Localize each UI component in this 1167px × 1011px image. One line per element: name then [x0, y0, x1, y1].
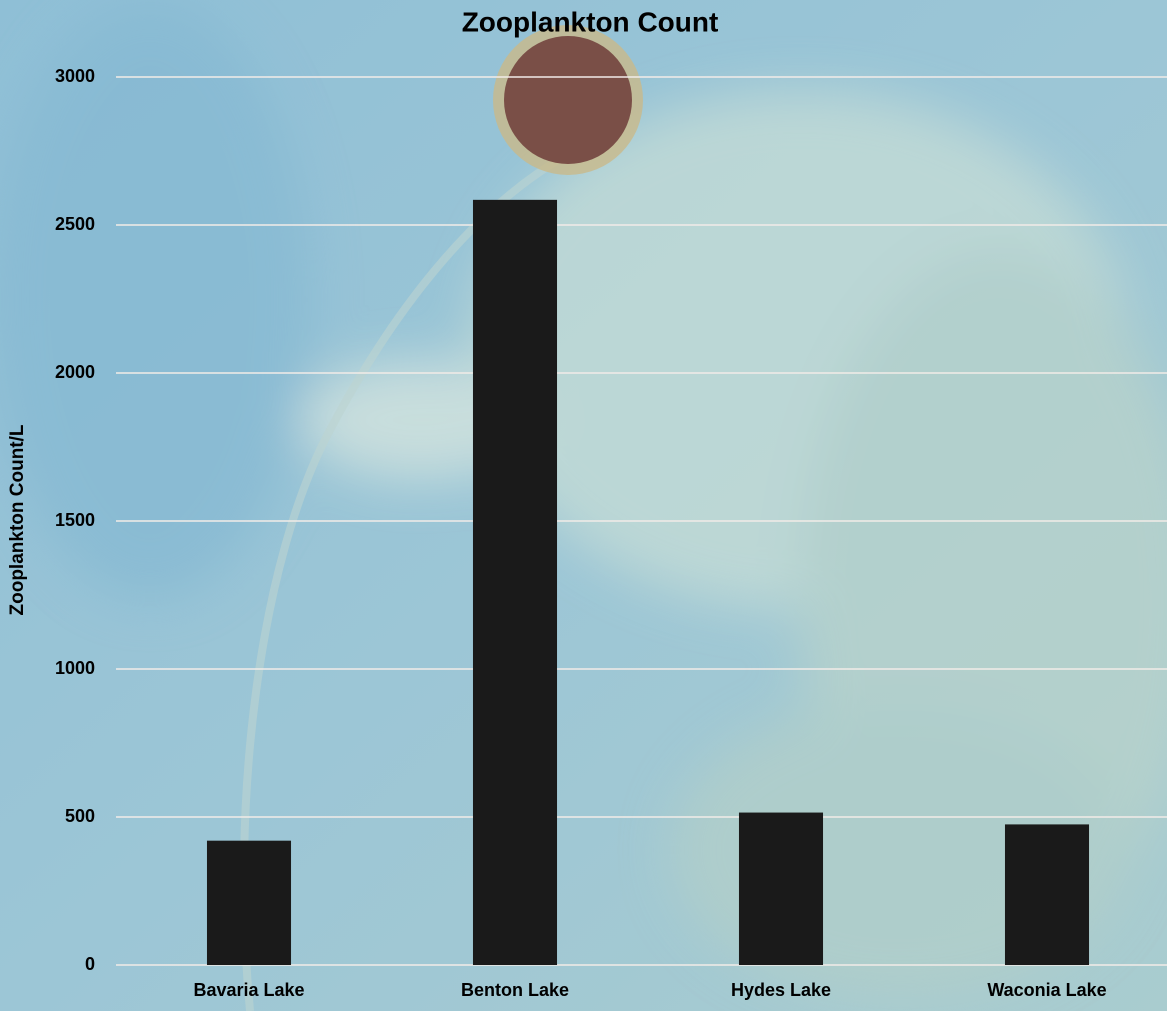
bar	[1004, 824, 1090, 965]
y-tick-label: 500	[65, 806, 95, 826]
y-tick-label: 2000	[55, 362, 95, 382]
x-tick-label: Waconia Lake	[987, 980, 1106, 1000]
x-tick-label: Bavaria Lake	[193, 980, 304, 1000]
y-tick-label: 0	[85, 954, 95, 974]
chart-title: Zooplankton Count	[462, 6, 719, 37]
x-tick-label: Benton Lake	[461, 980, 569, 1000]
y-tick-label: 1000	[55, 658, 95, 678]
y-tick-label: 1500	[55, 510, 95, 530]
bar	[472, 199, 558, 966]
x-tick-label: Hydes Lake	[731, 980, 831, 1000]
y-tick-label: 3000	[55, 66, 95, 86]
bar	[206, 840, 292, 965]
bar	[738, 812, 824, 965]
y-axis-label: Zooplankton Count/L	[7, 424, 28, 615]
y-tick-label: 2500	[55, 214, 95, 234]
